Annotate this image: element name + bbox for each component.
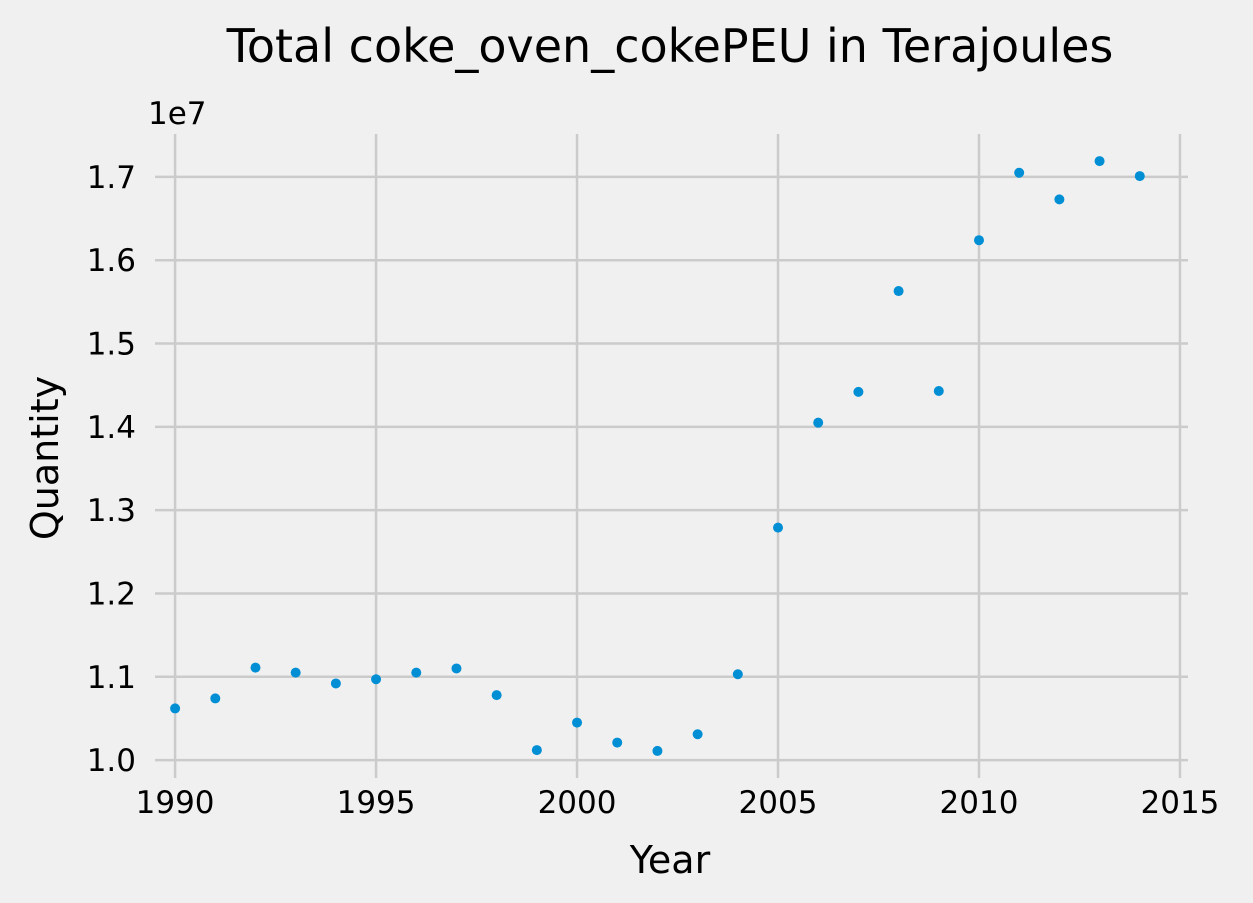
- x-tick-label: 2005: [739, 785, 818, 821]
- data-point: [210, 693, 221, 704]
- x-tick-label: 2000: [538, 785, 617, 821]
- chart-title: Total coke_oven_cokePEU in Terajoules: [226, 19, 1114, 73]
- data-point: [451, 663, 462, 674]
- y-tick-label: 1.0: [87, 743, 136, 779]
- data-point: [250, 662, 261, 673]
- data-point: [813, 417, 824, 428]
- data-point: [1094, 156, 1105, 167]
- data-point: [170, 703, 181, 714]
- y-tick-label: 1.2: [87, 576, 136, 612]
- y-tick-label: 1.3: [87, 493, 136, 529]
- data-point: [732, 669, 743, 680]
- x-tick-label: 2010: [940, 785, 1019, 821]
- y-offset-label: 1e7: [148, 96, 207, 132]
- y-gridlines: [155, 175, 1188, 762]
- data-point: [411, 667, 422, 678]
- y-axis-label: Quantity: [23, 376, 67, 540]
- data-point: [652, 745, 663, 756]
- data-point: [773, 522, 784, 533]
- data-point: [371, 674, 382, 685]
- x-tick-label: 1995: [337, 785, 416, 821]
- x-axis-label: Year: [629, 838, 711, 882]
- data-point: [893, 286, 904, 297]
- data-point: [973, 235, 984, 246]
- data-point: [290, 667, 301, 678]
- x-tick-label: 2015: [1141, 785, 1220, 821]
- x-tick-labels: 1990 1995 2000 2005 2010 2015: [136, 785, 1220, 821]
- data-point: [572, 717, 583, 728]
- y-tick-label: 1.7: [87, 160, 136, 196]
- data-point: [531, 745, 542, 756]
- y-tick-label: 1.6: [87, 243, 136, 279]
- data-point: [330, 678, 341, 689]
- data-point: [933, 386, 944, 397]
- data-point: [1014, 167, 1025, 178]
- data-point: [692, 729, 703, 740]
- data-points: [170, 156, 1145, 756]
- y-tick-label: 1.1: [87, 660, 136, 696]
- data-point: [1054, 194, 1065, 205]
- data-point: [491, 690, 502, 701]
- data-point: [612, 737, 623, 748]
- y-tick-labels: 1.0 1.1 1.2 1.3 1.4 1.5 1.6 1.7: [87, 160, 136, 779]
- x-tick-label: 1990: [136, 785, 215, 821]
- x-gridlines: [173, 134, 1182, 778]
- data-point: [853, 386, 864, 397]
- data-point: [1134, 171, 1145, 182]
- y-tick-label: 1.4: [87, 410, 136, 446]
- y-tick-label: 1.5: [87, 327, 136, 363]
